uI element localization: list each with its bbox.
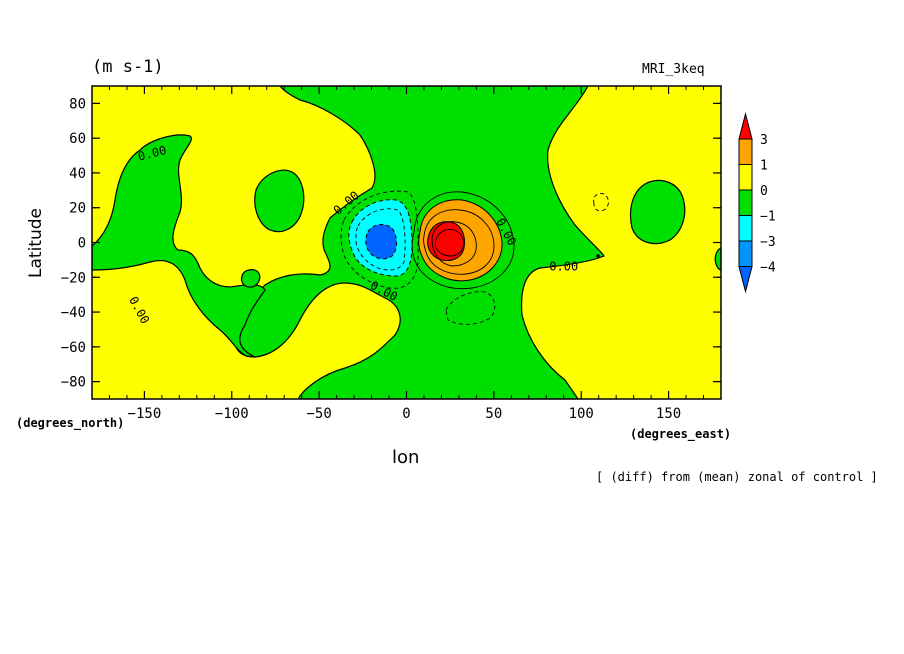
y-tick-label: 0	[78, 236, 86, 252]
y-tick-label: −60	[61, 340, 86, 356]
positive-contour-lines	[411, 191, 515, 290]
colorbar-label: −3	[760, 235, 776, 250]
x-axis-label: lon	[392, 447, 420, 468]
x-tick-label: 150	[656, 406, 681, 422]
caption: [ (diff) from (mean) zonal of control ]	[596, 470, 878, 484]
negative-contour-lines	[340, 190, 609, 325]
negative-region-west	[92, 134, 266, 358]
colorbar-label: −4	[760, 261, 776, 276]
x-tick-label: −150	[128, 406, 162, 422]
x-tick-label: −50	[306, 406, 331, 422]
colorbar-label: 1	[760, 159, 768, 174]
y-tick-label: −20	[61, 270, 86, 286]
y-axis-ticks: −80 −60 −40 −20 0 20 40 60 80	[61, 96, 721, 391]
colorbar-segment	[738, 189, 753, 216]
colorbar: 3 1 0 −1 −3 −4	[738, 112, 776, 294]
positive-anomaly-red	[427, 221, 465, 261]
contour-label: 0.00	[136, 143, 167, 164]
y-tick-label: 40	[69, 166, 86, 182]
y-tick-label: 60	[69, 131, 86, 147]
colorbar-label: 3	[760, 133, 768, 148]
colorbar-segment	[738, 266, 753, 294]
x-tick-label: 0	[402, 406, 410, 422]
negative-anomaly-blue	[365, 224, 397, 260]
colorbar-segment	[738, 138, 753, 165]
units-label: (m s-1)	[92, 57, 164, 77]
negative-region-blob-2	[240, 269, 261, 288]
y-tick-label: −80	[61, 375, 86, 391]
model-label: MRI_3keq	[642, 62, 705, 77]
y-tick-label: −40	[61, 305, 86, 321]
negative-region-blob-3	[629, 179, 686, 245]
x-tick-label: 100	[569, 406, 594, 422]
map-area	[92, 86, 721, 399]
x-units-label: (degrees_east)	[630, 427, 732, 441]
colorbar-label: 0	[760, 184, 768, 199]
colorbar-segment	[738, 240, 753, 267]
negative-region-blob-1	[254, 169, 305, 233]
colorbar-label: −1	[760, 210, 776, 225]
x-tick-label: 50	[485, 406, 502, 422]
x-tick-label: −100	[215, 406, 249, 422]
y-units-label: (degrees_north)	[16, 416, 125, 430]
x-axis-ticks: −150 −100 −50 0 50 100 150	[108, 86, 705, 422]
colorbar-segment	[738, 215, 753, 242]
y-tick-label: 80	[69, 96, 86, 112]
colorbar-segment	[738, 112, 753, 140]
small-feature-dot	[596, 254, 600, 258]
colorbar-segment	[738, 164, 753, 191]
contour-label: 0.00	[549, 259, 578, 273]
y-tick-label: 20	[69, 201, 86, 217]
